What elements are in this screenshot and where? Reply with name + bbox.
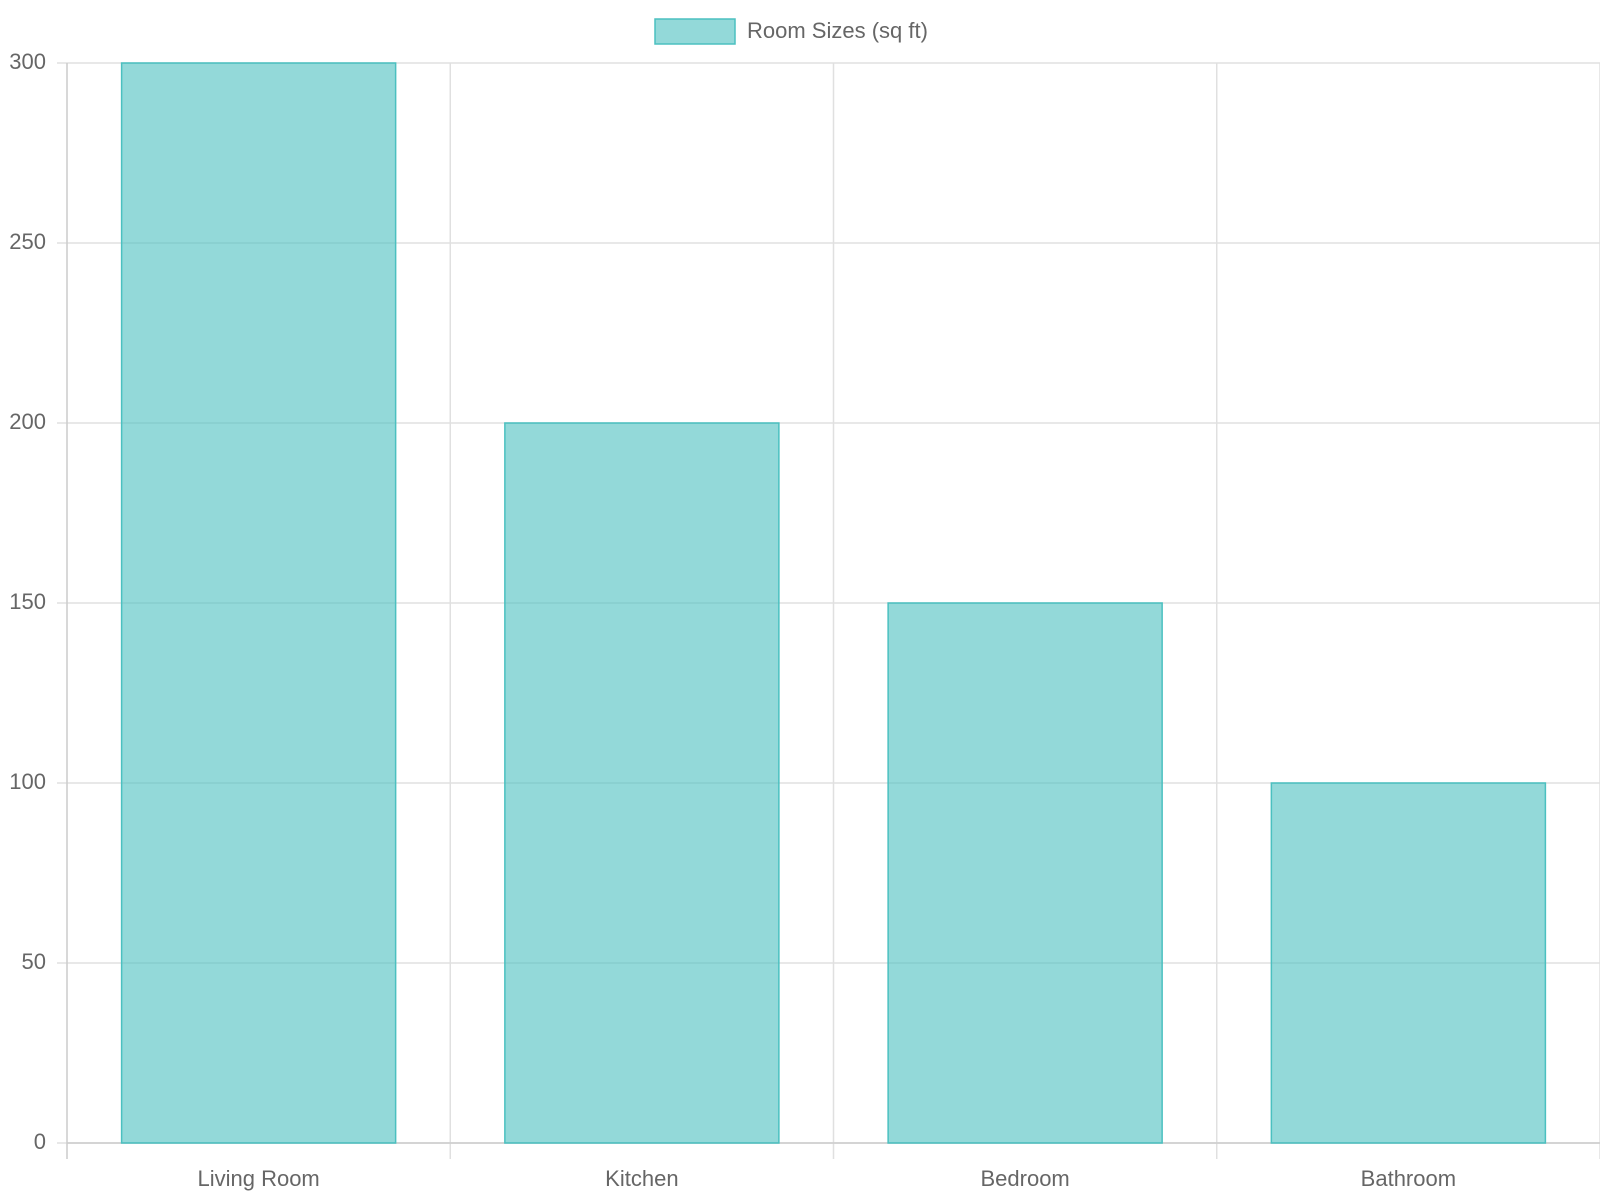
bar xyxy=(504,422,780,1144)
y-tick-label: 150 xyxy=(9,589,46,614)
bar xyxy=(120,62,397,1144)
y-tick-label: 50 xyxy=(22,949,46,974)
legend-swatch xyxy=(654,18,736,45)
y-tick-label: 100 xyxy=(9,769,46,794)
y-tick-label: 0 xyxy=(34,1129,46,1154)
bar xyxy=(1270,782,1547,1144)
x-tick-label: Living Room xyxy=(197,1166,319,1191)
x-tick-label: Kitchen xyxy=(605,1166,678,1191)
x-tick-label: Bedroom xyxy=(980,1166,1069,1191)
y-tick-label: 250 xyxy=(9,229,46,254)
x-tick-label: Bathroom xyxy=(1361,1166,1456,1191)
y-tick-label: 300 xyxy=(9,49,46,74)
legend-label: Room Sizes (sq ft) xyxy=(747,18,928,43)
y-tick-label: 200 xyxy=(9,409,46,434)
bar xyxy=(887,602,1163,1144)
